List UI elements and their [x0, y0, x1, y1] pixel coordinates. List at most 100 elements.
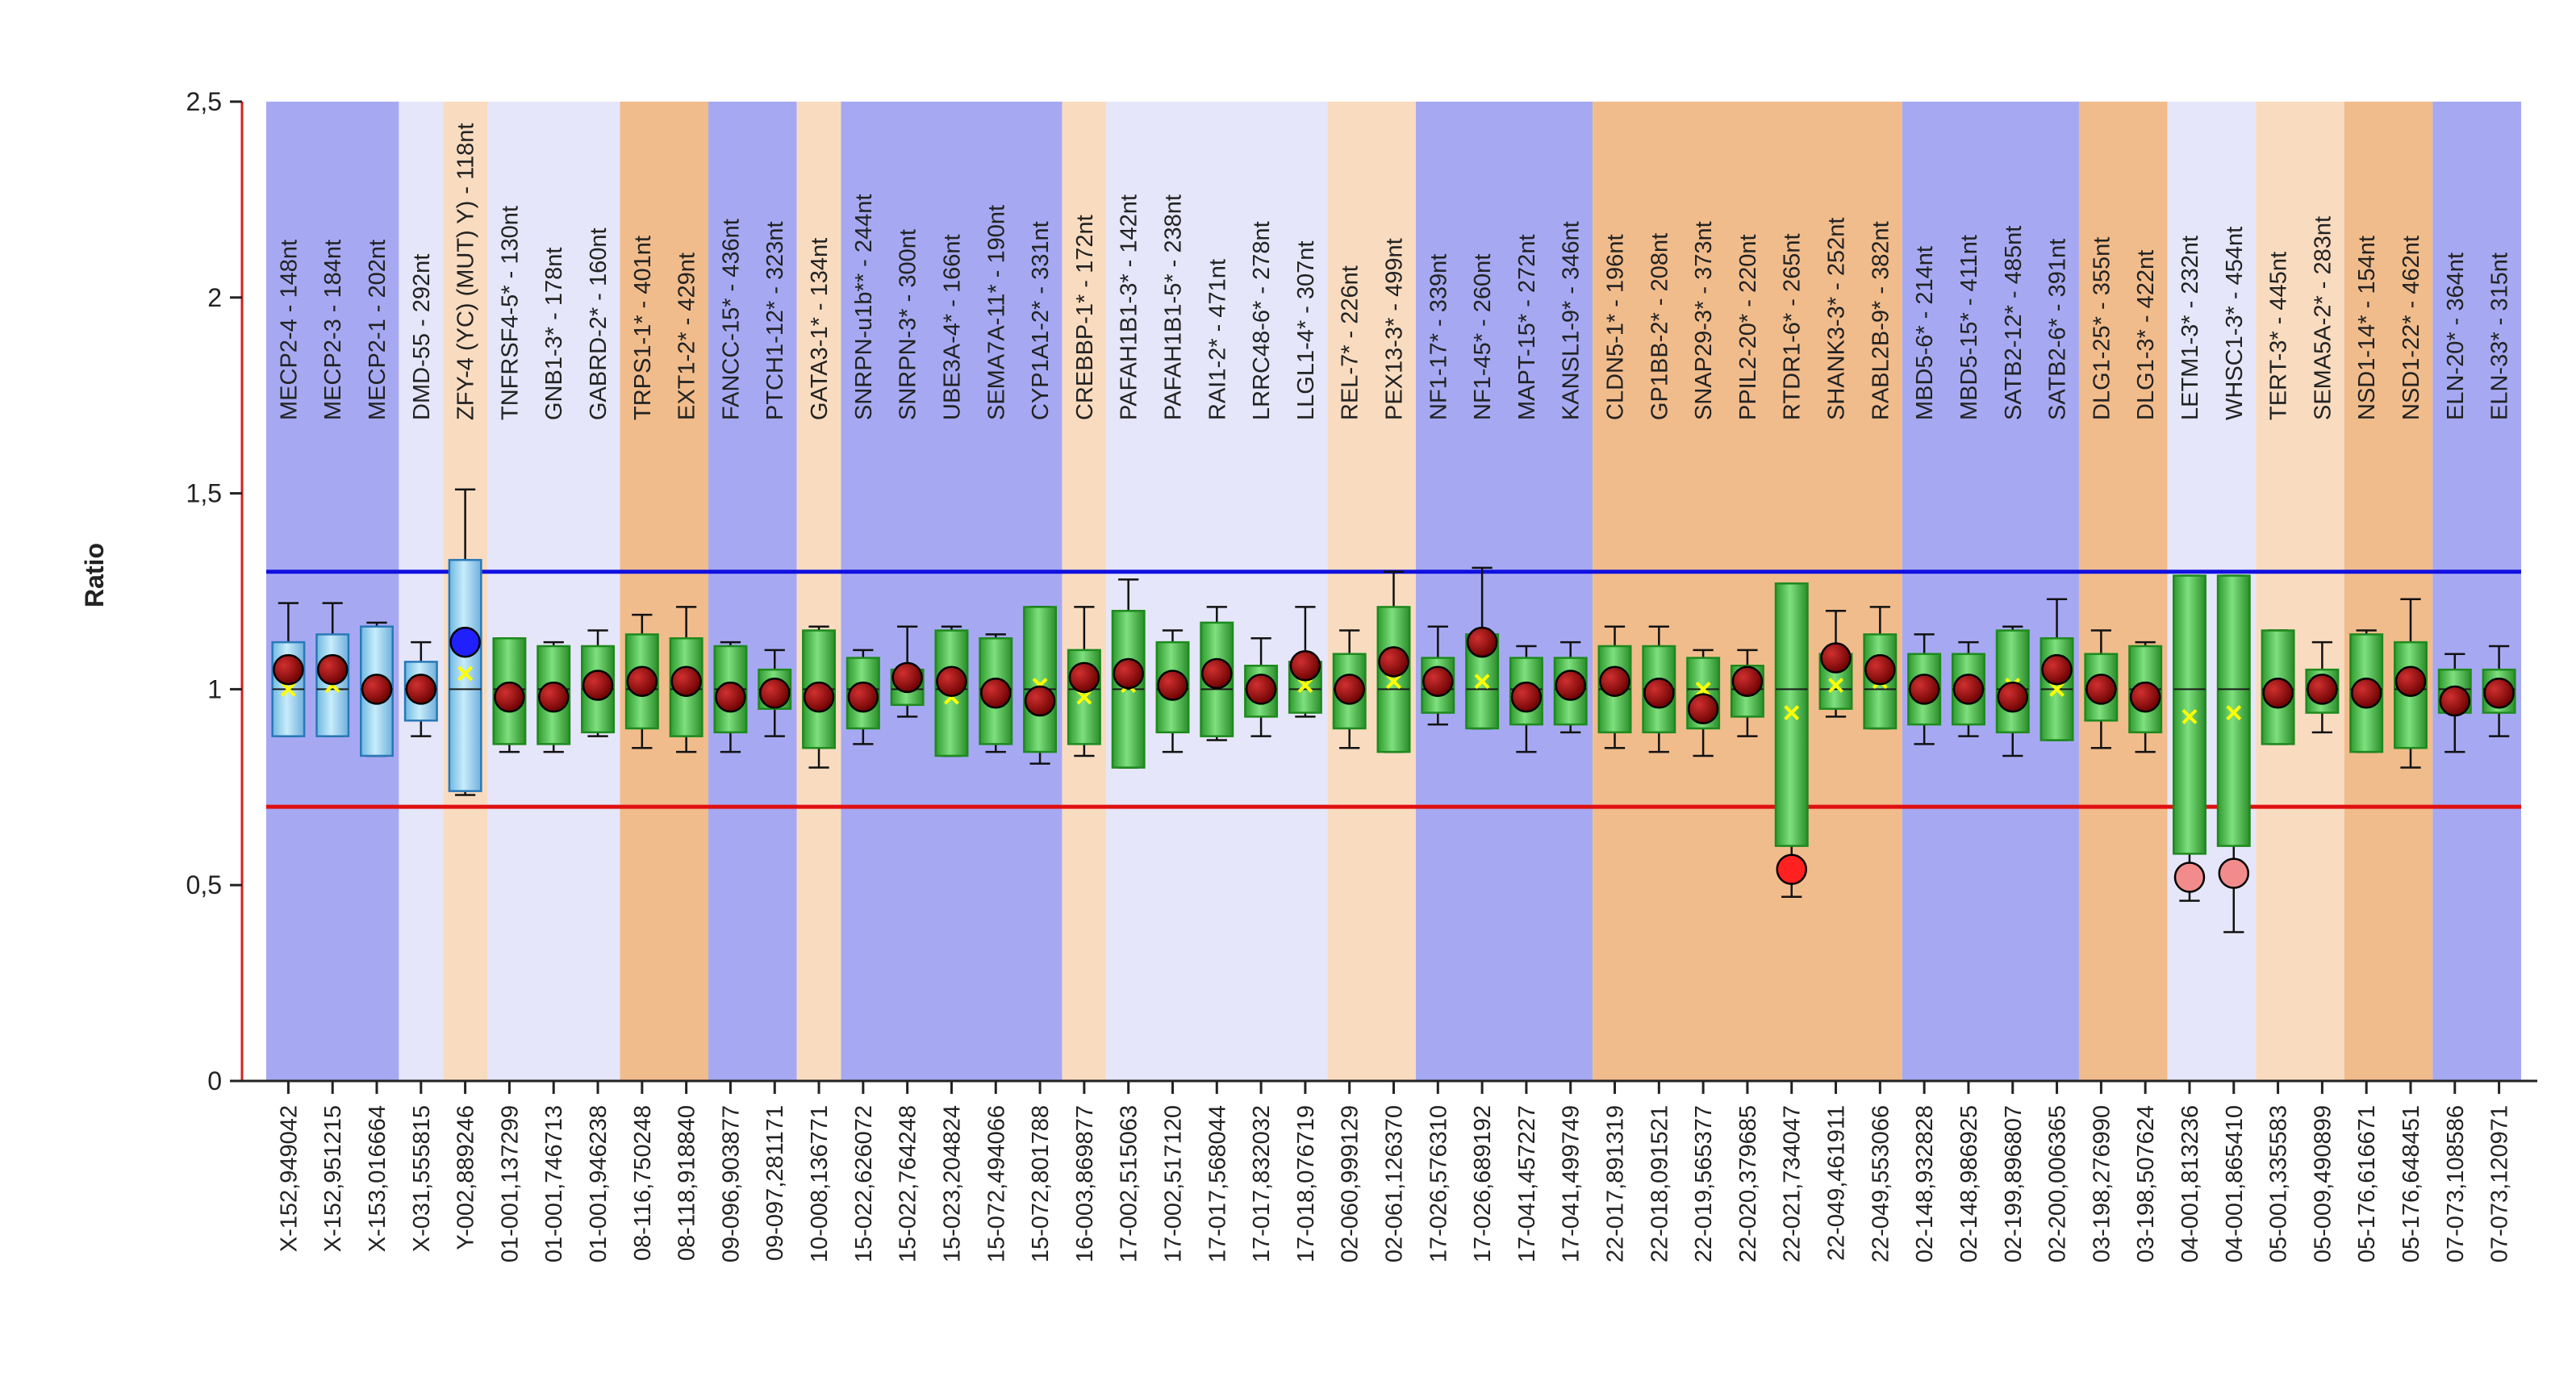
- probe-box-group: [890, 625, 925, 718]
- sample-value-marker[interactable]: [803, 681, 835, 713]
- probe-box-group: [1288, 606, 1322, 718]
- sample-value-marker[interactable]: [936, 666, 967, 697]
- mean-marker: [1076, 689, 1092, 705]
- sample-value-marker[interactable]: [1422, 666, 1454, 697]
- probe-label: GATA3-1* - 134nt: [807, 238, 833, 420]
- sample-value-marker[interactable]: [1068, 661, 1100, 694]
- probe-box-group: [1951, 641, 1985, 737]
- sample-value-marker[interactable]: [2218, 857, 2250, 889]
- x-tick-label: X-152,949042: [276, 1105, 302, 1252]
- probe-box-group: [845, 649, 880, 745]
- x-tick-label: 22-017,891319: [1603, 1105, 1629, 1262]
- x-tick-label: X-031,555815: [409, 1105, 435, 1252]
- sample-value-marker[interactable]: [758, 678, 791, 709]
- sample-value-marker[interactable]: [1510, 681, 1543, 713]
- probe-label: TERT-3* - 445nt: [2266, 252, 2292, 420]
- x-tick-label: 02-061,126370: [1382, 1105, 1408, 1262]
- probe-box-group: [2172, 574, 2207, 902]
- sample-value-marker[interactable]: [2262, 678, 2294, 709]
- probe-label: DLG1-25* - 355nt: [2089, 237, 2115, 420]
- sample-value-marker[interactable]: [2085, 674, 2117, 705]
- mean-marker: [1828, 678, 1843, 693]
- x-tick-label: 17-026,576310: [1426, 1105, 1451, 1262]
- probe-group-bands: [266, 102, 2521, 1081]
- sample-value-marker[interactable]: [1643, 678, 1675, 709]
- sample-value-marker[interactable]: [2483, 678, 2515, 709]
- sample-value-marker[interactable]: [1599, 666, 1630, 697]
- sample-value-marker[interactable]: [316, 653, 349, 686]
- probe-label: SHANK3-3* - 252nt: [1824, 218, 1850, 420]
- sample-value-marker[interactable]: [1908, 674, 1940, 705]
- probe-label: CYP1A1-2* - 331nt: [1028, 221, 1054, 420]
- probe-label: UBE3A-4* - 166nt: [939, 234, 965, 420]
- sample-value-marker[interactable]: [980, 678, 1012, 709]
- probe-label: ELN-33* - 315nt: [2487, 252, 2513, 420]
- sample-value-marker[interactable]: [1334, 674, 1365, 705]
- sample-value-marker[interactable]: [670, 666, 702, 697]
- mean-marker: [2226, 705, 2242, 720]
- sample-value-marker[interactable]: [582, 670, 614, 701]
- sample-value-marker[interactable]: [626, 666, 658, 697]
- sample-value-marker[interactable]: [1466, 626, 1498, 658]
- sample-value-marker[interactable]: [2394, 666, 2427, 697]
- probe-box-group: [2084, 629, 2119, 749]
- sample-value-marker[interactable]: [2439, 685, 2471, 717]
- sample-value-marker[interactable]: [1997, 681, 2029, 713]
- sample-value-marker[interactable]: [1952, 674, 1985, 705]
- sample-value-marker[interactable]: [405, 674, 437, 705]
- probe-box-group: [1465, 566, 1500, 730]
- sample-value-marker[interactable]: [449, 626, 481, 658]
- probe-box-group: [2349, 629, 2384, 753]
- sample-value-marker[interactable]: [494, 681, 525, 713]
- probe-box-group: [1818, 610, 1853, 718]
- probe-label: ZFY-4 (YC) (MUT) Y) - 118nt: [453, 123, 479, 420]
- mean-marker: [2181, 708, 2198, 724]
- x-tick-label: 05-176,616671: [2354, 1105, 2380, 1262]
- probe-label: DMD-55 - 292nt: [409, 254, 435, 420]
- x-tick-label: 08-118,918840: [674, 1105, 700, 1261]
- sample-value-marker[interactable]: [1024, 685, 1056, 717]
- sample-value-marker[interactable]: [537, 681, 570, 713]
- sample-value-marker[interactable]: [361, 674, 393, 705]
- x-tick-label: 17-017,568044: [1204, 1105, 1230, 1262]
- sample-value-marker[interactable]: [2173, 862, 2206, 893]
- sample-value-marker[interactable]: [273, 653, 304, 686]
- sample-value-marker[interactable]: [1776, 853, 1807, 886]
- sample-value-marker[interactable]: [891, 661, 923, 694]
- sample-value-marker[interactable]: [1113, 657, 1144, 690]
- sample-value-marker[interactable]: [1157, 670, 1188, 701]
- background-band: [2078, 102, 2168, 1081]
- sample-value-marker[interactable]: [1289, 650, 1321, 682]
- probe-box-group: [2216, 574, 2251, 933]
- probe-label: LETM1-3* - 232nt: [2177, 236, 2203, 420]
- sample-value-marker[interactable]: [1687, 693, 1719, 724]
- x-tick-label: 05-009,490899: [2310, 1105, 2336, 1262]
- sample-value-marker[interactable]: [1201, 657, 1233, 690]
- sample-value-marker[interactable]: [2041, 653, 2073, 686]
- background-band: [2344, 102, 2433, 1081]
- probe-label: CLDN5-1* - 196nt: [1603, 235, 1629, 421]
- mean-marker: [457, 666, 474, 682]
- mean-marker: [1386, 674, 1401, 690]
- x-tick-label: 17-018,076719: [1293, 1105, 1319, 1262]
- sample-value-marker[interactable]: [1820, 642, 1852, 674]
- sample-value-marker[interactable]: [2307, 674, 2338, 705]
- probe-label: NSD1-22* - 462nt: [2399, 236, 2424, 420]
- probe-box-group: [934, 625, 969, 757]
- sample-value-marker[interactable]: [847, 681, 879, 713]
- x-tick-label: 01-001,137299: [497, 1105, 523, 1262]
- x-tick-label: 04-001,813236: [2177, 1105, 2203, 1262]
- probe-label: PEX13-3* - 499nt: [1382, 238, 1408, 420]
- sample-value-marker[interactable]: [1555, 670, 1586, 701]
- sample-value-marker[interactable]: [1864, 653, 1896, 686]
- sample-value-marker[interactable]: [2350, 678, 2382, 709]
- sample-value-marker[interactable]: [715, 681, 746, 713]
- sample-value-marker[interactable]: [1245, 674, 1277, 705]
- x-tick-label: 15-022,626072: [851, 1105, 877, 1262]
- sample-value-marker[interactable]: [1731, 666, 1764, 697]
- sample-value-marker[interactable]: [2129, 681, 2161, 713]
- probe-label: NF1-45* - 260nt: [1470, 254, 1496, 420]
- sample-value-marker[interactable]: [1378, 646, 1409, 678]
- probe-box-group: [1686, 649, 1721, 757]
